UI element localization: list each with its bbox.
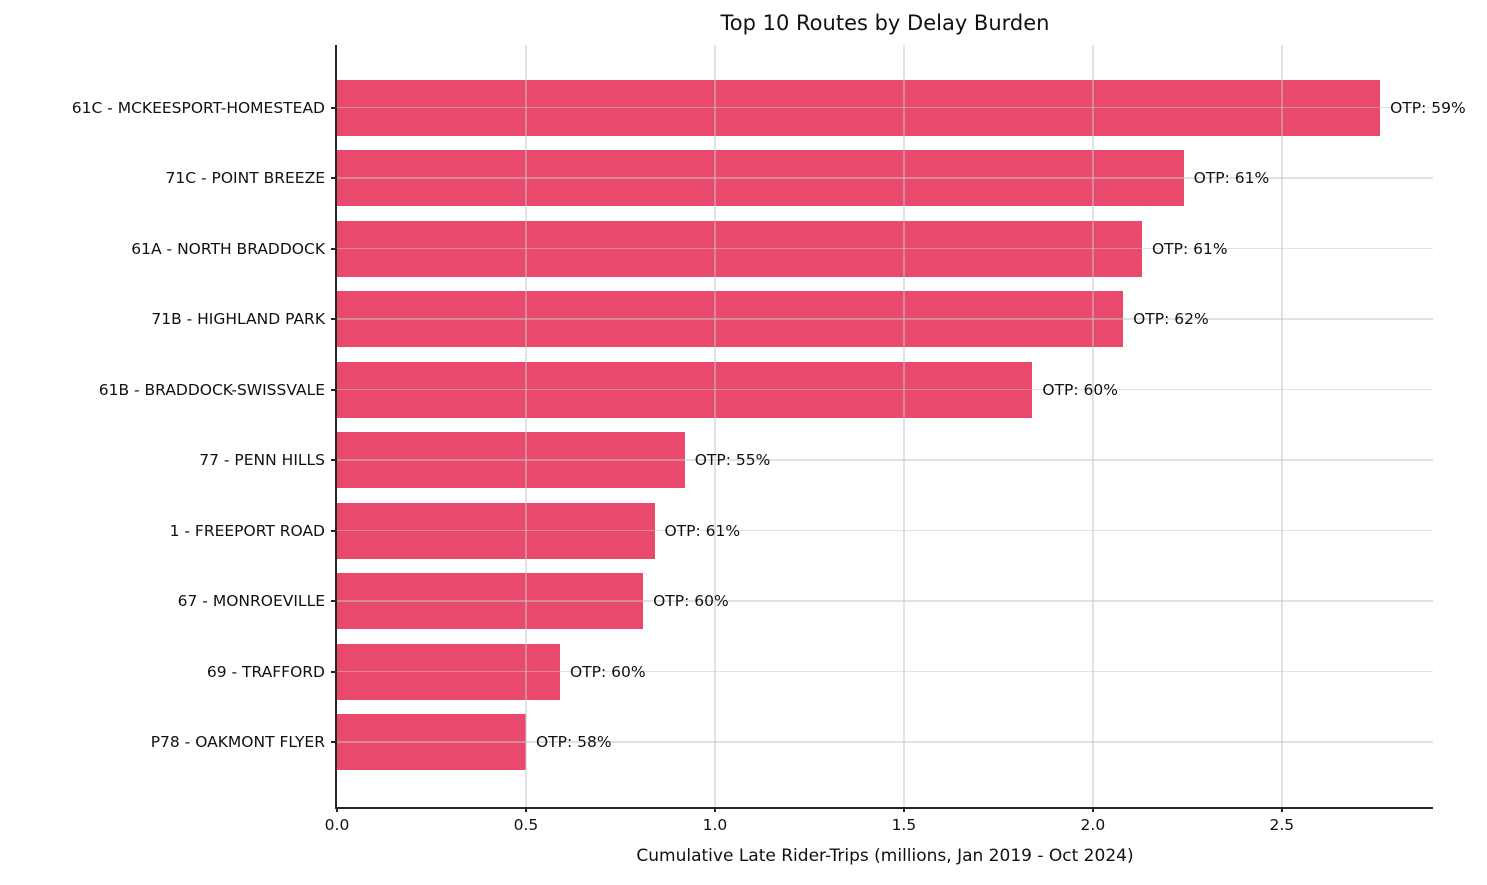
- h-gridline: [337, 177, 1433, 179]
- plot-area: OTP: 59% OTP: 61% OTP: 61% OTP: 62% OTP: 60%…: [337, 45, 1466, 807]
- bar-value-label: OTP: 59%: [1390, 98, 1466, 117]
- x-tick-mark: [1091, 807, 1094, 812]
- x-axis-title: Cumulative Late Rider-Trips (millions, J…: [636, 846, 1134, 866]
- bar-value-label: OTP: 60%: [1042, 380, 1119, 399]
- y-tick-mark: [330, 177, 335, 180]
- x-tick-mark: [1280, 807, 1283, 812]
- y-tick-mark: [330, 459, 335, 462]
- bar-value-label: OTP: 60%: [569, 662, 646, 681]
- v-gridline: [525, 45, 527, 807]
- x-tick-label: 0.5: [513, 816, 539, 834]
- y-axis-label: P78 - OAKMONT FLYER: [150, 733, 325, 752]
- h-gridline: [337, 670, 1433, 673]
- bar-value-label: OTP: 60%: [653, 592, 729, 611]
- h-gridline: [337, 247, 1433, 250]
- y-axis-label: 71C - POINT BREEZE: [165, 169, 325, 188]
- y-tick-mark: [330, 318, 335, 321]
- bar-value-label: OTP: 61%: [1151, 239, 1228, 258]
- y-axis-label: 61C - MCKEESPORT-HOMESTEAD: [71, 98, 325, 117]
- h-gridline: [337, 459, 1433, 461]
- y-axis-label: 67 - MONROEVILLE: [177, 592, 325, 611]
- x-tick-mark: [713, 807, 716, 812]
- y-tick-mark: [330, 247, 335, 250]
- h-gridline: [337, 388, 1433, 391]
- h-gridline: [337, 741, 1433, 743]
- h-gridline: [337, 529, 1433, 532]
- h-gridline: [337, 106, 1433, 109]
- y-axis-label: 69 - TRAFFORD: [206, 662, 325, 681]
- x-tick-label: 1.5: [891, 816, 917, 834]
- x-axis-spine: [335, 807, 1433, 809]
- x-tick-label: 2.5: [1269, 816, 1295, 834]
- y-axis-label: 77 - PENN HILLS: [199, 451, 325, 470]
- x-tick-mark: [902, 807, 905, 812]
- v-gridline: [1092, 45, 1094, 807]
- h-gridline: [337, 600, 1433, 602]
- y-axis-label: 61B - BRADDOCK-SWISSVALE: [98, 380, 325, 399]
- y-axis-label: 1 - FREEPORT ROAD: [169, 521, 325, 540]
- bar-value-label: OTP: 58%: [535, 733, 612, 752]
- v-gridline: [714, 45, 716, 807]
- v-gridline: [1281, 45, 1283, 807]
- y-tick-mark: [330, 741, 335, 744]
- y-tick-mark: [330, 106, 335, 109]
- bar-value-label: OTP: 62%: [1133, 310, 1209, 329]
- y-axis-label: 61A - NORTH BRADDOCK: [131, 239, 325, 258]
- v-gridline: [903, 45, 905, 807]
- bar-value-label: OTP: 61%: [664, 521, 741, 540]
- y-tick-mark: [330, 529, 335, 532]
- y-tick-mark: [330, 600, 335, 603]
- y-tick-mark: [330, 670, 335, 673]
- x-tick-mark: [524, 807, 527, 812]
- y-tick-mark: [330, 388, 335, 391]
- x-tick-label: 0.0: [324, 816, 350, 834]
- x-tick-label: 2.0: [1080, 816, 1106, 834]
- x-tick-label: 1.0: [702, 816, 728, 834]
- y-axis-spine: [335, 45, 337, 809]
- y-axis-label: 71B - HIGHLAND PARK: [151, 310, 325, 329]
- h-gridline: [337, 318, 1433, 320]
- x-tick-mark: [336, 807, 338, 812]
- bar-value-label: OTP: 55%: [694, 451, 771, 470]
- chart-title: Top 10 Routes by Delay Burden: [720, 11, 1050, 35]
- bar-value-label: OTP: 61%: [1193, 169, 1270, 188]
